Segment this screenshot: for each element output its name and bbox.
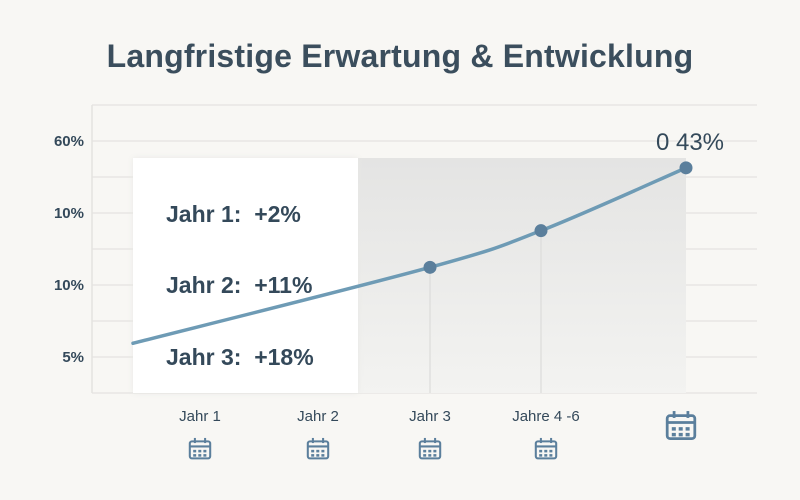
annotation-jahr-1: Jahr 1: +2% bbox=[166, 201, 301, 227]
x-tick-label: Jahr 2 bbox=[297, 408, 339, 425]
y-tick-label: 10% bbox=[54, 277, 84, 294]
annotation-jahr-3: Jahr 3: +18% bbox=[166, 344, 314, 370]
data-point bbox=[423, 260, 437, 274]
calendar-icon bbox=[418, 437, 442, 460]
y-tick-label: 60% bbox=[54, 133, 84, 150]
calendar-icon bbox=[188, 437, 212, 460]
calendar-icon bbox=[534, 437, 558, 460]
calendar-icon bbox=[665, 411, 697, 441]
annotation-jahr-2: Jahr 2: +11% bbox=[166, 272, 312, 298]
calendar-icon bbox=[306, 437, 330, 460]
data-point bbox=[534, 224, 548, 238]
annotation-box bbox=[133, 158, 358, 393]
y-tick-label: 5% bbox=[62, 349, 84, 366]
x-tick-label: Jahr 3 bbox=[409, 408, 451, 425]
chart-title: Langfristige Erwartung & Entwicklung bbox=[106, 38, 694, 74]
shaded-region bbox=[358, 158, 686, 393]
peak-label: 0 43% bbox=[656, 129, 724, 156]
x-tick-label: Jahre 4 -6 bbox=[512, 408, 580, 425]
series-line bbox=[131, 166, 688, 346]
data-point bbox=[679, 161, 693, 175]
x-tick-label: Jahr 1 bbox=[179, 408, 221, 425]
y-tick-label: 10% bbox=[54, 205, 84, 222]
